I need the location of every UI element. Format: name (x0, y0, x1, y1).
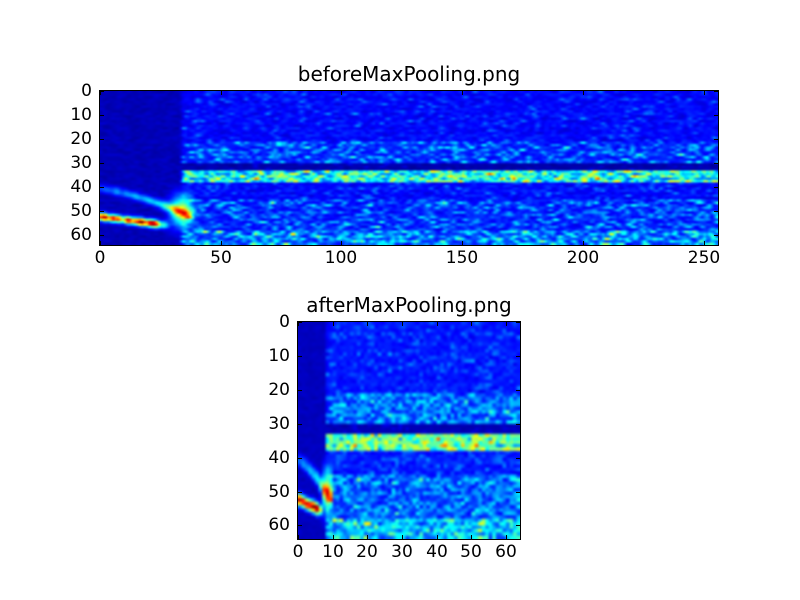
y-tick-label: 60 (268, 515, 290, 535)
x-tick-label: 50 (210, 248, 232, 268)
y-tick-mark (516, 458, 520, 459)
y-tick-label: 50 (268, 482, 290, 502)
x-tick-mark (471, 535, 472, 539)
x-tick-label: 200 (566, 248, 600, 268)
y-tick-label: 30 (268, 414, 290, 434)
y-tick-mark (714, 115, 718, 116)
chart-title-after: afterMaxPooling.png (306, 293, 512, 317)
x-tick-mark (471, 322, 472, 326)
y-tick-mark (516, 390, 520, 391)
x-tick-mark (506, 535, 507, 539)
x-tick-mark (437, 535, 438, 539)
y-tick-mark (516, 322, 520, 323)
x-tick-mark (402, 535, 403, 539)
y-tick-mark (100, 187, 104, 188)
y-tick-label: 60 (70, 225, 92, 245)
y-tick-mark (298, 458, 302, 459)
y-tick-label: 10 (70, 105, 92, 125)
y-tick-mark (100, 211, 104, 212)
y-tick-mark (516, 424, 520, 425)
x-tick-label: 250 (687, 248, 721, 268)
y-tick-mark (100, 163, 104, 164)
x-tick-mark (341, 241, 342, 245)
y-tick-mark (714, 139, 718, 140)
y-tick-mark (298, 424, 302, 425)
y-tick-label: 20 (70, 129, 92, 149)
y-tick-mark (298, 525, 302, 526)
x-tick-mark (437, 322, 438, 326)
y-tick-label: 40 (70, 177, 92, 197)
spectrogram-heatmap-after (298, 322, 520, 539)
y-tick-mark (100, 115, 104, 116)
x-tick-mark (704, 91, 705, 95)
y-tick-mark (298, 356, 302, 357)
x-tick-label: 40 (426, 542, 448, 562)
y-tick-mark (714, 91, 718, 92)
y-tick-mark (100, 91, 104, 92)
x-tick-mark (462, 91, 463, 95)
y-tick-mark (100, 139, 104, 140)
y-tick-mark (516, 492, 520, 493)
x-tick-label: 150 (445, 248, 479, 268)
y-tick-mark (714, 235, 718, 236)
y-tick-label: 40 (268, 448, 290, 468)
y-tick-label: 0 (279, 312, 290, 332)
y-tick-mark (298, 390, 302, 391)
chart-title-before: beforeMaxPooling.png (297, 62, 521, 86)
y-tick-label: 50 (70, 201, 92, 221)
x-tick-label: 20 (356, 542, 378, 562)
x-tick-label: 100 (324, 248, 358, 268)
x-tick-mark (583, 241, 584, 245)
y-tick-mark (100, 235, 104, 236)
y-tick-label: 10 (268, 346, 290, 366)
x-tick-label: 50 (460, 542, 482, 562)
y-tick-label: 30 (70, 153, 92, 173)
y-tick-mark (298, 492, 302, 493)
x-tick-label: 60 (495, 542, 517, 562)
x-tick-mark (583, 91, 584, 95)
spectrogram-heatmap-before (100, 91, 718, 245)
x-tick-mark (221, 91, 222, 95)
y-tick-mark (516, 356, 520, 357)
y-tick-mark (516, 525, 520, 526)
x-tick-mark (333, 322, 334, 326)
x-tick-mark (402, 322, 403, 326)
x-tick-mark (100, 241, 101, 245)
y-tick-mark (714, 187, 718, 188)
y-tick-label: 0 (81, 81, 92, 101)
x-tick-mark (221, 241, 222, 245)
x-tick-label: 0 (292, 542, 304, 562)
y-tick-mark (714, 211, 718, 212)
y-tick-label: 20 (268, 380, 290, 400)
x-tick-mark (298, 535, 299, 539)
x-tick-mark (333, 535, 334, 539)
y-tick-mark (714, 163, 718, 164)
x-tick-label: 10 (322, 542, 344, 562)
x-tick-mark (367, 535, 368, 539)
x-tick-mark (298, 322, 299, 326)
x-tick-mark (100, 91, 101, 95)
x-tick-label: 30 (391, 542, 413, 562)
x-tick-mark (704, 241, 705, 245)
x-tick-mark (506, 322, 507, 326)
x-tick-mark (367, 322, 368, 326)
x-tick-mark (341, 91, 342, 95)
x-tick-mark (462, 241, 463, 245)
x-tick-label: 0 (94, 248, 106, 268)
y-tick-mark (298, 322, 302, 323)
